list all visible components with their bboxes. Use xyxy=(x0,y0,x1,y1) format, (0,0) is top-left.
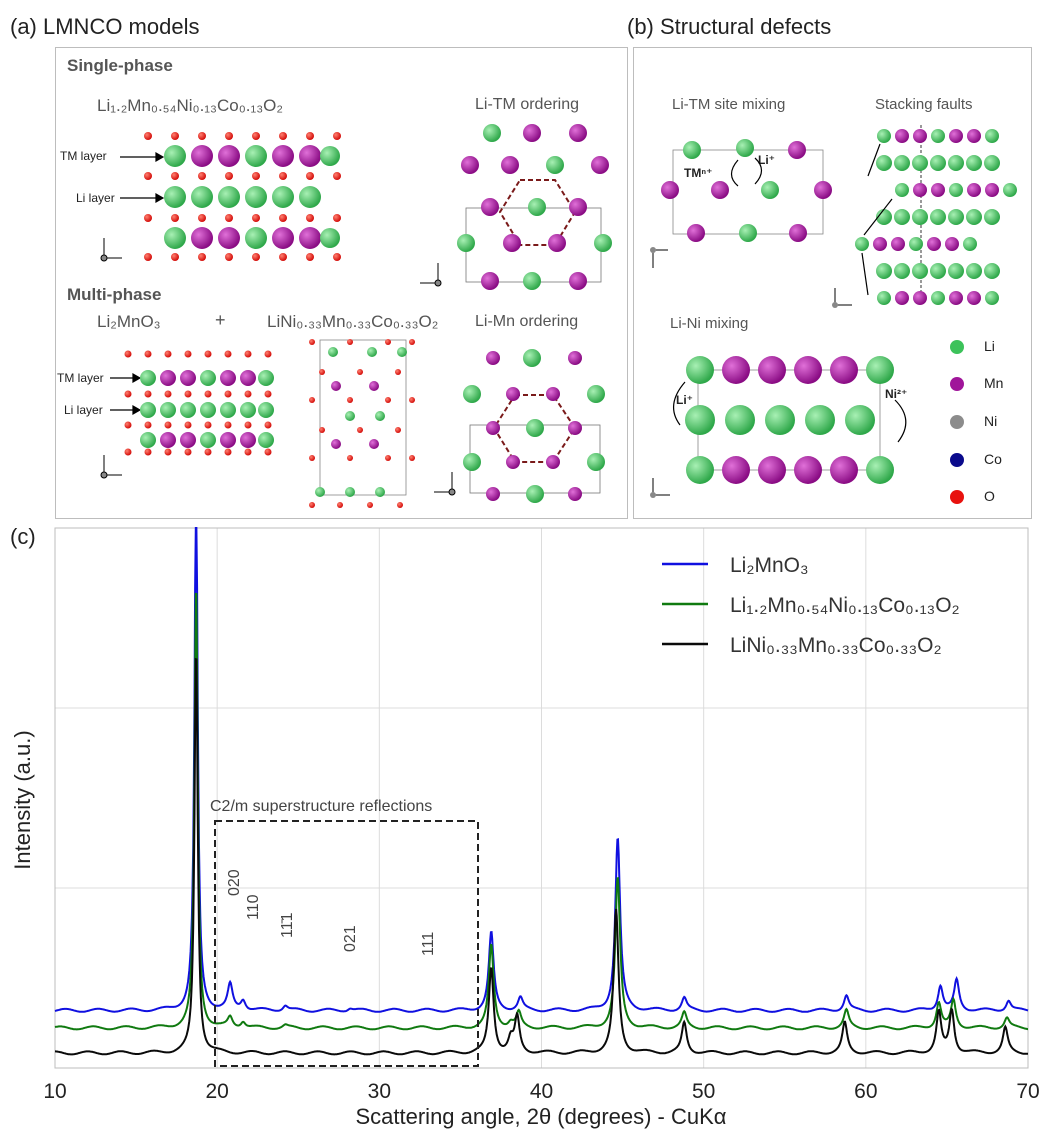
mn-swatch xyxy=(950,377,964,391)
panel-a-title: (a) LMNCO models xyxy=(10,14,200,39)
x-tick-50: 50 xyxy=(692,1080,715,1103)
atom-co-label: Co xyxy=(984,451,1002,467)
superstructure-box xyxy=(214,820,479,1067)
chart-legend: Li₂MnO₃ Li₁.₂Mn₀.₅₄Ni₀.₁₃Co₀.₁₃O₂ LiNi₀.… xyxy=(662,554,960,657)
li-swatch xyxy=(950,340,964,354)
legend-label-li2mno3: Li₂MnO₃ xyxy=(730,554,809,577)
ni-swatch xyxy=(950,415,964,429)
series-layer xyxy=(54,527,1029,1056)
x-tick-20: 20 xyxy=(205,1080,228,1103)
x-axis-label: Scattering angle, 2θ (degrees) - CuKα xyxy=(355,1104,726,1129)
x-tick-70: 70 xyxy=(1016,1080,1039,1103)
panel-b-structures xyxy=(650,125,1017,498)
single-phase-slab xyxy=(144,132,341,261)
series-line-0 xyxy=(54,527,1029,1013)
reflection-020: 020 xyxy=(226,869,243,896)
atom-mn-label: Mn xyxy=(984,375,1004,391)
stacking-faults-label: Stacking faults xyxy=(875,96,973,113)
li-tm-ordering-label: Li-TM ordering xyxy=(475,96,580,113)
axis-triads xyxy=(100,238,456,496)
panel-a-structures xyxy=(100,124,612,508)
stacking-faults-drawing xyxy=(832,125,1017,308)
multi-phase-heading: Multi-phase xyxy=(67,285,162,304)
x-tick-30: 30 xyxy=(368,1080,391,1103)
ni-ion-label: Ni²⁺ xyxy=(885,387,908,401)
x-tick-40: 40 xyxy=(530,1080,553,1103)
li-mn-ordering-drawing xyxy=(463,349,605,503)
tm-layer-label-2: TM layer xyxy=(57,371,104,385)
li-ion-label-2: Li⁺ xyxy=(676,393,693,407)
reflection-021: 021 xyxy=(342,925,359,952)
li-mn-ordering-label: Li-Mn ordering xyxy=(475,313,579,330)
li-ni-mixing-label: Li-Ni mixing xyxy=(670,315,749,332)
single-phase-heading: Single-phase xyxy=(67,56,173,75)
li-layer-label-2: Li layer xyxy=(64,403,103,417)
series-line-1 xyxy=(54,592,1028,1031)
li-ni-mixing-drawing xyxy=(650,356,907,498)
atom-ni-label: Ni xyxy=(984,413,998,429)
panel-c-title: (c) xyxy=(10,524,36,549)
tm-layer-label: TM layer xyxy=(60,149,107,163)
li-layer-label: Li layer xyxy=(76,191,115,205)
tm-ion-label: TMⁿ⁺ xyxy=(684,166,713,180)
formula-li2mno3: Li₂MnO₃ xyxy=(97,312,161,331)
formula-nmc: LiNi₀.₃₃Mn₀.₃₃Co₀.₃₃O₂ xyxy=(267,312,439,331)
x-tick-10: 10 xyxy=(43,1080,66,1103)
tm-layer-arrow xyxy=(110,151,165,416)
atom-legend: Li Mn Ni Co O xyxy=(950,338,1020,508)
plot-frame xyxy=(54,527,1029,1069)
nmc-slab xyxy=(309,339,415,508)
plus-sign: + xyxy=(215,310,226,330)
li-ion-label: Li⁺ xyxy=(758,153,775,167)
atom-li-label: Li xyxy=(984,338,995,354)
co-swatch xyxy=(950,453,964,467)
xrd-chart: 10 20 30 40 50 60 70 Scattering angle, 2θ (deg… xyxy=(10,527,1040,1129)
series-line-2 xyxy=(55,657,1028,1056)
legend-label-lmnco: Li₁.₂Mn₀.₅₄Ni₀.₁₃Co₀.₁₃O₂ xyxy=(730,594,960,617)
site-mixing-label: Li-TM site mixing xyxy=(672,96,786,113)
panel-b-title: (b) Structural defects xyxy=(627,14,832,39)
o-swatch xyxy=(950,490,964,504)
atom-o-label: O xyxy=(984,488,995,504)
x-tick-60: 60 xyxy=(854,1080,877,1103)
reflection-110: 110 xyxy=(245,894,262,920)
site-mixing-drawing xyxy=(650,139,832,268)
x-tick-labels: 10 20 30 40 50 60 70 xyxy=(43,1080,1039,1103)
li-tm-ordering-drawing xyxy=(457,124,612,290)
formula-single-phase: Li₁.₂Mn₀.₅₄Ni₀.₁₃Co₀.₁₃O₂ xyxy=(97,96,283,115)
panel-b-box xyxy=(633,47,1032,519)
legend-label-nmc: LiNi₀.₃₃Mn₀.₃₃Co₀.₃₃O₂ xyxy=(730,634,942,657)
y-axis-label: Intensity (a.u.) xyxy=(10,730,35,869)
reflection-111: 111 xyxy=(420,932,437,956)
superstructure-label: C2/m superstructure reflections xyxy=(210,798,432,815)
li2mno3-slab xyxy=(124,350,274,456)
reflection-11-1: 11̄1 xyxy=(279,912,296,938)
